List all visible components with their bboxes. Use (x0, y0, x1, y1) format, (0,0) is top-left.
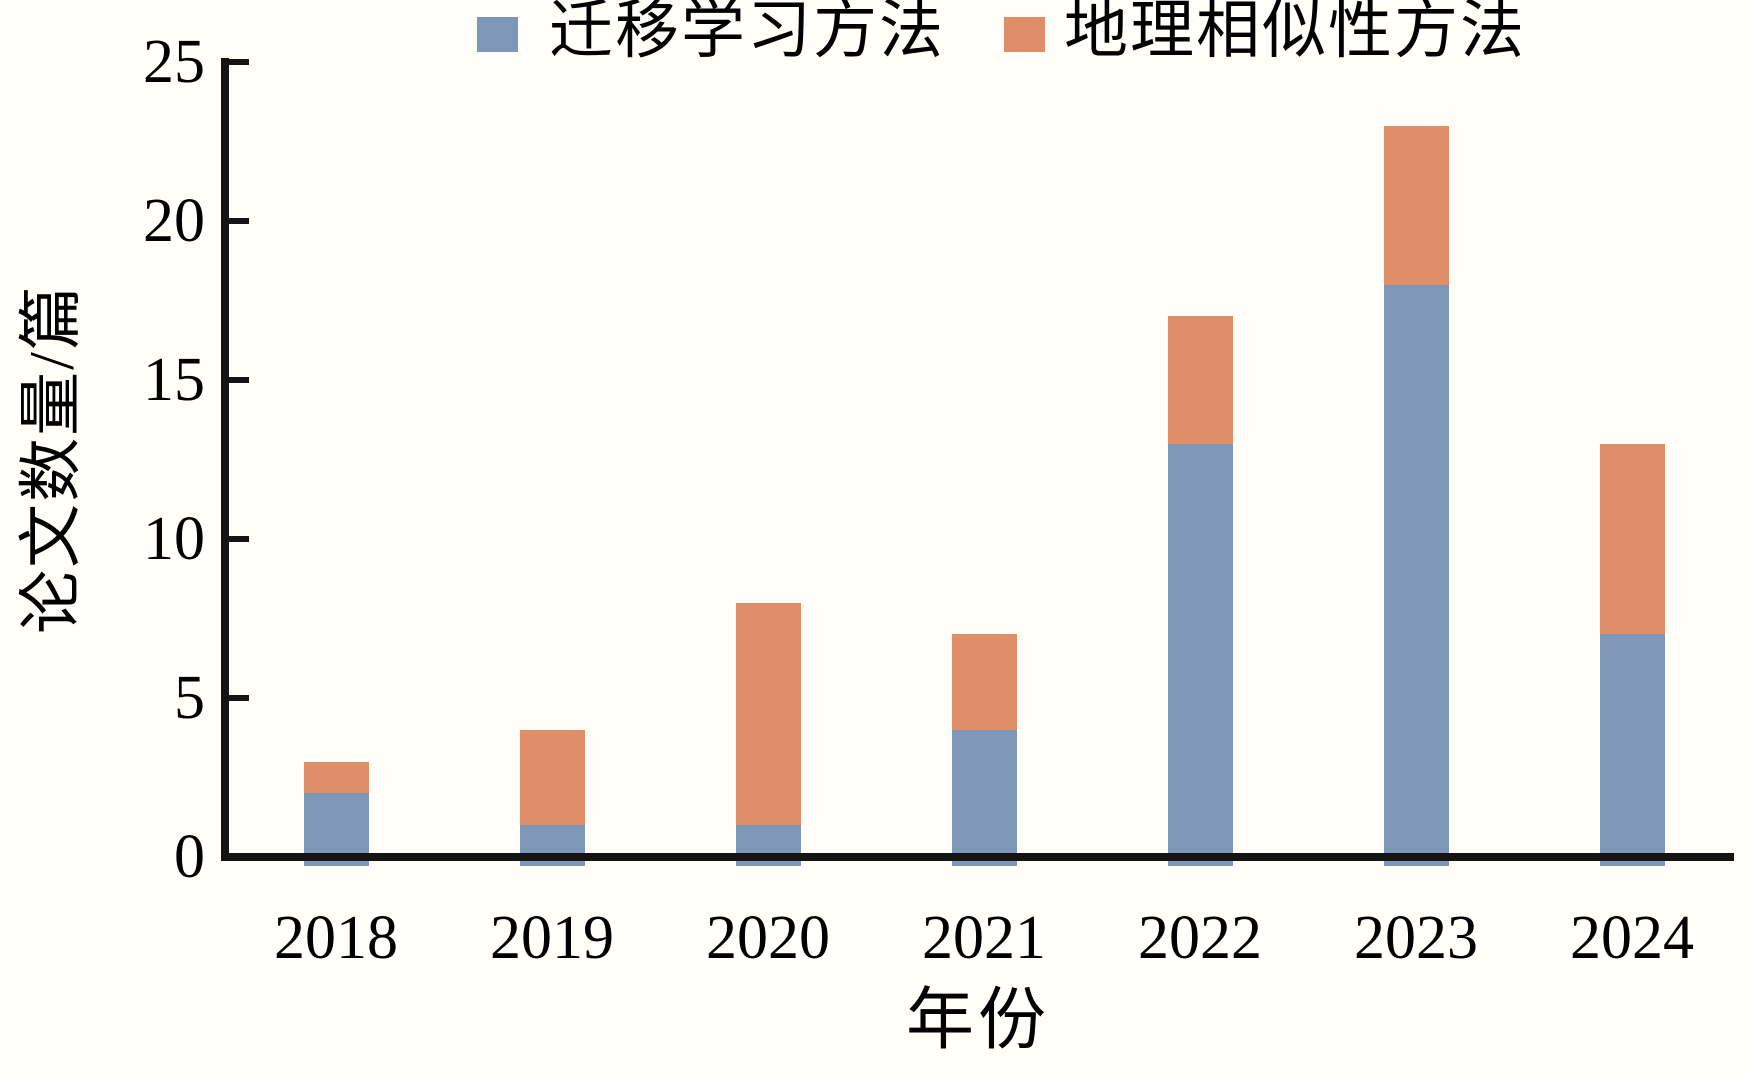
y-tick-label-25: 25 (143, 28, 205, 96)
legend-swatch-transfer-learning (477, 17, 518, 52)
bar-segment-2023-0 (1383, 284, 1449, 866)
bar-segment-2022-1 (1167, 316, 1233, 444)
bar-2019 (519, 729, 585, 866)
y-tick-25 (229, 59, 249, 65)
bar-2018 (303, 761, 369, 866)
x-tick-label-2018: 2018 (274, 904, 398, 972)
bar-2020 (735, 602, 801, 866)
legend-swatch-geo-similarity (1004, 17, 1045, 52)
bar-segment-2021-0 (951, 729, 1017, 866)
bar-segment-2020-1 (735, 602, 801, 826)
bar-2023 (1383, 125, 1449, 866)
y-axis-title: 论文数量/篇 (16, 284, 87, 634)
legend-label-geo-similarity: 地理相似性方法 (1064, 0, 1526, 66)
legend-label-transfer-learning: 迁移学习方法 (549, 0, 945, 66)
y-tick-label-20: 20 (143, 187, 205, 255)
y-tick-label-0: 0 (174, 823, 205, 891)
y-tick-10 (229, 536, 249, 542)
bar-2022 (1167, 316, 1233, 866)
bar-segment-2022-0 (1167, 443, 1233, 866)
bar-segment-2019-1 (519, 729, 585, 826)
y-tick-label-10: 10 (143, 505, 205, 573)
y-tick-20 (229, 218, 249, 224)
x-tick-label-2019: 2019 (490, 904, 614, 972)
x-tick-label-2020: 2020 (706, 904, 830, 972)
y-axis-spine (221, 58, 229, 861)
y-tick-label-5: 5 (174, 664, 205, 732)
x-axis-title: 年份 (905, 982, 1050, 1058)
bar-segment-2021-1 (951, 634, 1017, 730)
y-tick-5 (229, 695, 249, 701)
bar-2024 (1599, 443, 1665, 866)
x-tick-label-2021: 2021 (922, 904, 1046, 972)
bar-segment-2024-0 (1599, 634, 1665, 866)
x-tick-label-2022: 2022 (1138, 904, 1262, 972)
x-tick-label-2024: 2024 (1570, 904, 1694, 972)
y-tick-label-15: 15 (143, 346, 205, 414)
x-tick-label-2023: 2023 (1354, 904, 1478, 972)
bar-2021 (951, 634, 1017, 866)
bar-segment-2024-1 (1599, 443, 1665, 635)
x-axis-spine (221, 853, 1734, 861)
y-tick-15 (229, 377, 249, 383)
bar-segment-2023-1 (1383, 125, 1449, 285)
bar-segment-2018-1 (303, 761, 369, 794)
